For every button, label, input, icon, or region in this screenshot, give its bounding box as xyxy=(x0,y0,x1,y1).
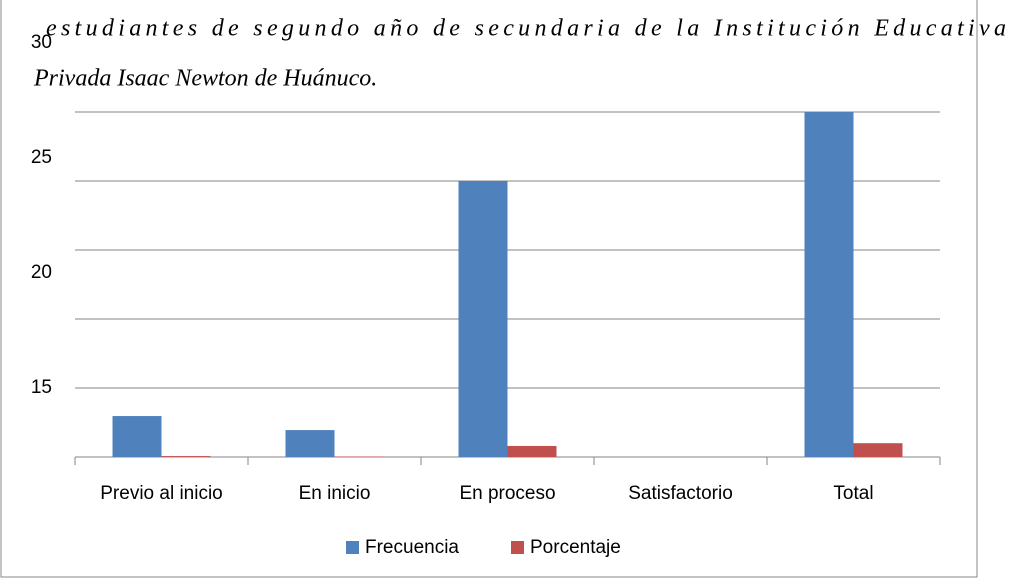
bar xyxy=(285,430,335,457)
x-tick-label: En proceso xyxy=(459,483,555,504)
x-tick-label: Previo al inicio xyxy=(100,483,223,504)
x-tick-label: Satisfactorio xyxy=(628,483,733,504)
x-tick-label: En inicio xyxy=(299,483,371,504)
title-line: estudiantes de segundo año de secundaria… xyxy=(46,16,1006,42)
x-tick-label: Total xyxy=(833,483,873,504)
legend-swatch xyxy=(511,541,524,554)
title-line: Privada Isaac Newton de Huánuco. xyxy=(33,66,377,92)
y-tick-label: 30 xyxy=(31,32,52,53)
legend-label: Frecuencia xyxy=(365,537,459,558)
chart-border xyxy=(0,0,978,578)
bar xyxy=(804,112,854,457)
bar xyxy=(458,181,508,457)
bar xyxy=(507,445,557,457)
bar xyxy=(161,456,211,457)
y-tick-label: 15 xyxy=(31,377,52,398)
legend-label: Porcentaje xyxy=(530,537,621,558)
bar xyxy=(853,443,903,457)
bar xyxy=(112,416,162,457)
y-tick-label: 20 xyxy=(31,262,52,283)
legend-swatch xyxy=(346,541,359,554)
y-tick-label: 25 xyxy=(31,147,52,168)
